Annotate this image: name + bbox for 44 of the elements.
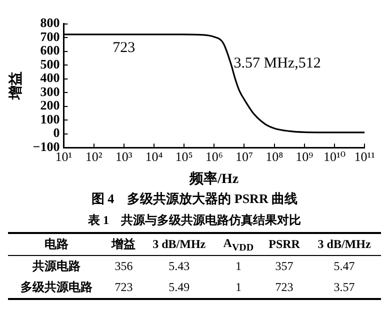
x-tick-label: 10¹⁰ xyxy=(323,148,346,164)
text: 5.49 xyxy=(168,280,190,294)
text: 357 xyxy=(275,259,294,274)
y-tick-label: 100 xyxy=(40,111,60,126)
annotation: 3.57 MHz,512 xyxy=(234,55,321,72)
text: 356 xyxy=(114,259,133,274)
text: 1 xyxy=(235,259,242,274)
x-tick-label: 10⁹ xyxy=(296,148,314,164)
y-tick-label: 500 xyxy=(40,56,60,72)
x-tick-label: 10¹¹ xyxy=(354,148,376,164)
category-label: 3 dB/MHz xyxy=(316,236,372,254)
x-tick-label: 10³ xyxy=(115,148,132,164)
y-axis-title: 增益 xyxy=(8,72,24,101)
text: 5.47 xyxy=(334,259,355,274)
y-tick-label: 700 xyxy=(40,28,60,44)
text: 表 1 共源与多级共源电路仿真结果对比 xyxy=(87,212,302,229)
text: 1 xyxy=(235,280,242,294)
y-tick-label: 300 xyxy=(40,84,60,99)
category-label: A$_{VDD}$ xyxy=(222,235,255,256)
y-tick-label: 200 xyxy=(40,98,60,113)
y-tick-label: 0 xyxy=(53,125,60,140)
category-label: 增益 xyxy=(110,236,137,254)
x-tick-label: 10⁴ xyxy=(145,148,164,164)
text: 5.43 xyxy=(168,259,190,274)
x-tick-label: 10⁶ xyxy=(205,148,223,164)
x-tick-label: 10⁸ xyxy=(266,148,284,164)
y-tick-label: 400 xyxy=(40,70,60,86)
text: 723 xyxy=(114,280,133,294)
x-tick-label: 10² xyxy=(85,148,102,164)
text: 723 xyxy=(275,280,294,294)
x-tick-label: 10⁷ xyxy=(235,148,254,164)
x-axis-title: 频率/Hz xyxy=(188,170,239,188)
y-tick-label: 800 xyxy=(40,15,60,30)
text: 3.57 xyxy=(334,280,355,294)
x-tick-label: 10⁵ xyxy=(175,148,193,164)
y-tick-label: 600 xyxy=(40,42,60,58)
category-label: 3 dB/MHz xyxy=(152,236,207,254)
y-tick-label: −100 xyxy=(32,138,60,154)
category-label: 共源电路 xyxy=(32,259,81,274)
category-label: PSRR xyxy=(268,236,301,254)
annotation: 723 xyxy=(112,40,136,56)
category-label: 多级共源电路 xyxy=(20,280,93,294)
text: 图 4 多级共源放大器的 PSRR 曲线 xyxy=(90,190,299,208)
category-label: 电路 xyxy=(44,236,70,254)
